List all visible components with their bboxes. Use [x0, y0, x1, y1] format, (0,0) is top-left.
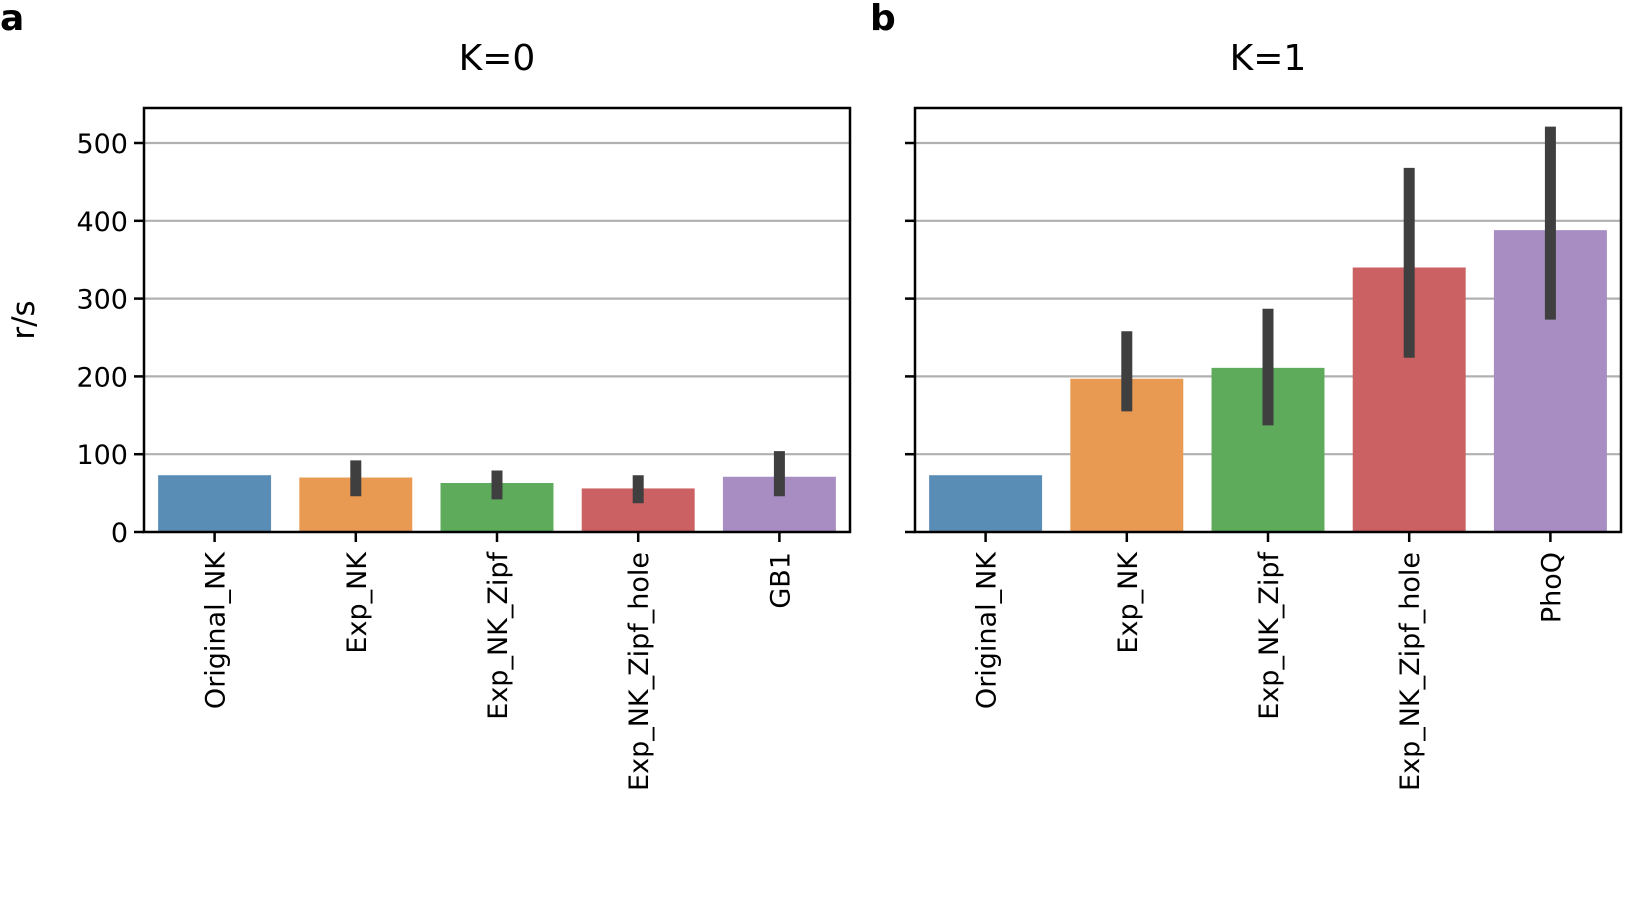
y-tick-label: 500 — [76, 129, 128, 160]
panel-b: b K=1 Original_NK Exp_NK Exp_NK_Zipf Exp_NK_Z… — [870, 0, 1623, 791]
panel-a: a K=0 0 100 200 300 400 500 r/s Original_NK Exp_NK… — [0, 0, 852, 791]
chart-title: K=1 — [1230, 38, 1307, 79]
x-tick-label-PhoQ: PhoQ — [1536, 552, 1567, 623]
x-tick-label-Original_NK: Original_NK — [201, 551, 232, 709]
y-tick-label: 400 — [76, 207, 128, 238]
panel-letter: a — [0, 0, 24, 39]
x-tick-label-Exp_NK_Zipf_hole: Exp_NK_Zipf_hole — [1395, 552, 1426, 791]
x-tick-label-Exp_NK_Zipf: Exp_NK_Zipf — [1254, 551, 1285, 720]
x-tick-label-Original_NK: Original_NK — [972, 551, 1003, 709]
x-tick-label-Exp_NK_Zipf: Exp_NK_Zipf — [483, 551, 514, 720]
x-tick-label-Exp_NK: Exp_NK — [1113, 551, 1144, 654]
x-tick-label-Exp_NK_Zipf_hole: Exp_NK_Zipf_hole — [624, 552, 655, 791]
y-tick-label: 0 — [111, 518, 128, 549]
panel-letter: b — [870, 0, 896, 39]
y-axis-label: r/s — [6, 300, 42, 339]
y-tick-label: 100 — [76, 440, 128, 471]
bar-Original_NK — [929, 475, 1043, 532]
chart-title: K=0 — [459, 38, 536, 79]
x-tick-label-Exp_NK: Exp_NK — [342, 551, 373, 654]
y-tick-label: 300 — [76, 285, 128, 316]
bar-Original_NK — [158, 475, 272, 532]
y-tick-label: 200 — [76, 362, 128, 393]
plot-frame — [142, 106, 852, 534]
x-tick-label-GB1: GB1 — [765, 552, 796, 609]
